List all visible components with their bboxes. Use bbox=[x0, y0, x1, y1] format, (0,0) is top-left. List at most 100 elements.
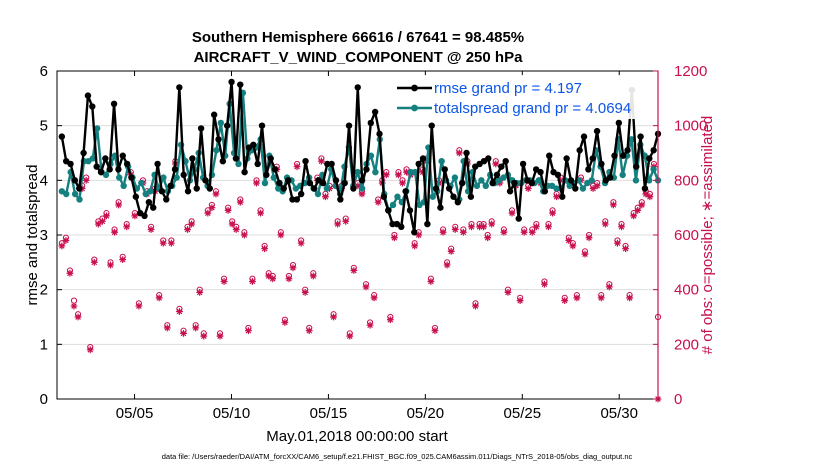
x-tick-label: 05/25 bbox=[504, 405, 542, 422]
assimilated-obs-marker bbox=[216, 332, 224, 340]
rmse-line bbox=[60, 80, 660, 234]
assimilated-obs-marker bbox=[176, 308, 183, 315]
assimilated-obs-marker bbox=[245, 327, 252, 335]
totalspread-point bbox=[358, 185, 366, 192]
assimilated-obs-marker bbox=[293, 163, 301, 171]
assimilated-obs-marker bbox=[62, 237, 70, 244]
x-tick-label: 05/10 bbox=[213, 405, 251, 422]
totalspread-point bbox=[411, 168, 419, 176]
assimilated-obs-marker bbox=[427, 278, 435, 285]
rmse-point bbox=[637, 133, 644, 140]
rmse-point bbox=[463, 149, 470, 157]
rmse-point bbox=[519, 160, 527, 168]
totalspread-point bbox=[579, 185, 587, 192]
rmse-point bbox=[141, 212, 148, 220]
rmse-point bbox=[506, 188, 514, 195]
assimilated-obs-marker bbox=[103, 212, 110, 220]
assimilated-obs-marker bbox=[638, 201, 646, 209]
assimilated-obs-marker bbox=[492, 160, 500, 168]
assimilated-obs-marker bbox=[626, 294, 634, 302]
assimilated-obs-marker bbox=[224, 207, 232, 214]
y-tick-label: 5 bbox=[40, 118, 48, 135]
rmse-point bbox=[419, 155, 427, 162]
totalspread-point bbox=[429, 193, 436, 200]
totalspread-point bbox=[407, 168, 414, 176]
rmse-point bbox=[567, 177, 575, 184]
assimilated-obs-marker bbox=[468, 223, 475, 231]
rmse-point bbox=[611, 152, 618, 159]
y2-tick-label: 600 bbox=[674, 227, 699, 244]
totalspread-point bbox=[93, 125, 101, 132]
rmse-point bbox=[371, 108, 379, 116]
rmse-point bbox=[650, 147, 657, 154]
totalspread-point bbox=[146, 188, 154, 195]
totalspread-point bbox=[619, 171, 626, 179]
rmse-point bbox=[84, 92, 92, 99]
y2-tick-label: 800 bbox=[674, 172, 699, 189]
rmse-point bbox=[376, 130, 383, 138]
assimilated-obs-marker bbox=[504, 289, 512, 296]
rmse-point bbox=[97, 168, 105, 176]
assimilated-obs-marker bbox=[549, 209, 556, 217]
assimilated-obs-marker bbox=[204, 209, 212, 217]
rmse-point bbox=[67, 160, 74, 168]
assimilated-obs-marker bbox=[281, 319, 289, 326]
assimilated-obs-marker bbox=[236, 198, 244, 206]
rmse-point bbox=[210, 111, 218, 118]
rmse-point bbox=[332, 177, 340, 184]
assimilated-obs-marker bbox=[565, 237, 573, 244]
rmse-point bbox=[641, 185, 649, 192]
rmse-point bbox=[293, 196, 301, 203]
rmse-point bbox=[106, 166, 113, 173]
rmse-point bbox=[598, 160, 605, 168]
rmse-point bbox=[271, 166, 279, 173]
rmse-point bbox=[559, 193, 566, 200]
assimilated-obs-marker bbox=[228, 220, 236, 228]
assimilated-obs-marker bbox=[520, 228, 528, 236]
y-tick-label: 0 bbox=[40, 391, 48, 408]
rmse-point bbox=[424, 220, 431, 228]
assimilated-obs-marker bbox=[240, 231, 248, 239]
rmse-point bbox=[345, 122, 353, 129]
assimilated-obs-marker bbox=[192, 324, 200, 332]
assimilated-obs-marker bbox=[147, 226, 155, 233]
assimilated-obs-marker bbox=[163, 324, 171, 332]
rmse-point bbox=[71, 177, 79, 184]
assimilated-obs-marker bbox=[488, 220, 496, 228]
rmse-point bbox=[328, 160, 335, 168]
assimilated-obs-marker bbox=[318, 157, 325, 165]
assimilated-obs-marker bbox=[358, 190, 366, 198]
assimilated-obs-marker bbox=[399, 179, 406, 187]
assimilated-obs-marker bbox=[642, 190, 650, 198]
rmse-point bbox=[302, 158, 309, 165]
assimilated-obs-marker bbox=[66, 269, 74, 277]
rmse-point bbox=[411, 229, 418, 236]
rmse-point bbox=[428, 122, 435, 129]
rmse-point bbox=[232, 155, 240, 162]
rmse-point bbox=[467, 193, 475, 200]
y2-tick-label: 0 bbox=[674, 391, 682, 408]
rmse-point bbox=[589, 155, 596, 162]
assimilated-obs-marker bbox=[301, 289, 309, 296]
rmse-point bbox=[110, 100, 118, 108]
assimilated-obs-marker bbox=[480, 223, 488, 231]
assimilated-obs-marker bbox=[167, 239, 175, 247]
assimilated-obs-marker bbox=[305, 327, 313, 335]
assimilated-obs-marker bbox=[119, 256, 127, 263]
legend-box bbox=[392, 75, 652, 119]
rmse-point bbox=[76, 185, 83, 192]
rmse-point bbox=[619, 152, 627, 159]
assimilated-obs-marker bbox=[366, 321, 374, 329]
assimilated-obs-marker bbox=[581, 250, 589, 258]
rmse-point bbox=[306, 179, 314, 187]
totalspread-point bbox=[270, 174, 278, 181]
assimilated-obs-marker bbox=[330, 313, 337, 321]
assimilated-obs-marker bbox=[99, 217, 106, 225]
assimilated-obs-marker bbox=[297, 239, 305, 247]
assimilated-obs-marker bbox=[374, 198, 382, 206]
rmse-point bbox=[267, 155, 274, 162]
assimilated-obs-marker bbox=[553, 193, 561, 201]
rmse-point bbox=[154, 160, 161, 168]
totalspread-point bbox=[438, 158, 445, 165]
assimilated-obs-marker bbox=[569, 242, 577, 250]
